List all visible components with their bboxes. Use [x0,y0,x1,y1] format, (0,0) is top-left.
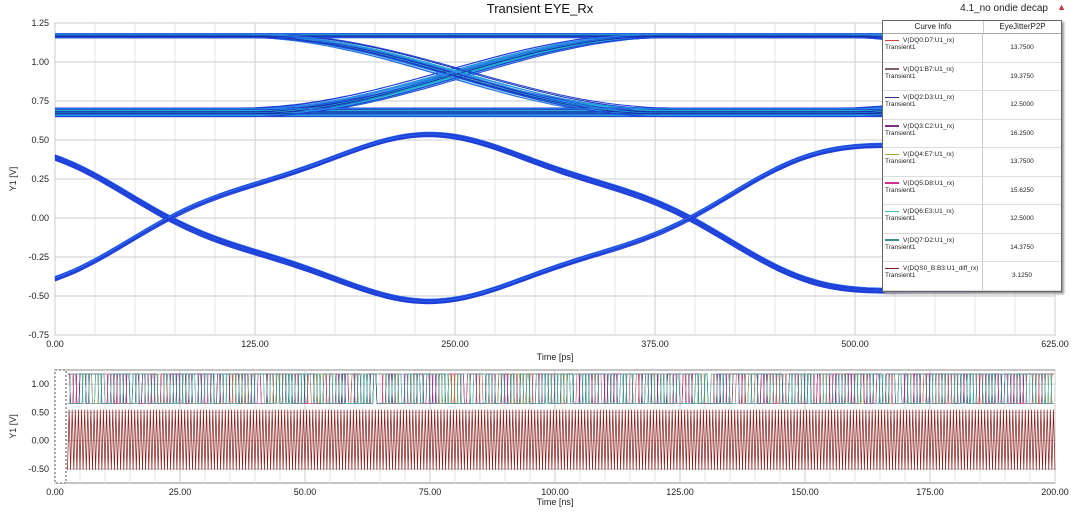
x-tick-label: 150.00 [791,487,819,497]
legend-curve-sub: Transient1 [885,130,915,137]
x-tick-label: 200.00 [1041,487,1069,497]
legend-curve-sub: Transient1 [885,272,915,279]
legend-curve-name: V(DQ4:E7:U1_rx) [903,151,954,158]
y-tick-label: 1.00 [31,57,49,67]
x-tick-label: 0.00 [46,487,64,497]
legend-row[interactable]: V(DQ3:C2:U1_rx) Transient1 16.2500 [883,120,1061,149]
legend-curve-sub: Transient1 [885,244,915,251]
legend-swatch [885,239,899,241]
legend-row[interactable]: V(DQ0:D7:U1_rx) Transient1 13.7500 [883,34,1061,63]
legend-swatch [885,211,899,213]
chart-subtitle: 4.1_no ondie decap [960,3,1048,14]
legend-curve-info: V(DQ3:C2:U1_rx) Transient1 [883,120,983,148]
hatched-region [55,370,66,483]
y-tick-label: 0.75 [31,96,49,106]
legend-jitter-value: 19.3750 [983,63,1061,91]
legend-swatch [885,40,899,42]
x-tick-label: 375.00 [641,339,669,349]
legend-jitter-value: 14.3750 [983,234,1061,262]
legend-curve-sub: Transient1 [885,158,915,165]
legend-table[interactable]: Curve Info EyeJitterP2P V(DQ0:D7:U1_rx) Tr… [882,20,1062,292]
legend-curve-info: V(DQ6:E3:U1_rx) Transient1 [883,205,983,233]
x-tick-label: 25.00 [169,487,192,497]
y-axis-label: Y1 [V] [8,414,18,439]
legend-curve-name: V(DQS0_B:B3:U1_diff_rx) [903,265,978,272]
legend-curve-name: V(DQ0:D7:U1_rx) [903,37,954,44]
x-axis-label: Time [ps] [537,352,574,362]
chart-title: Transient EYE_Rx [0,1,1080,16]
y-tick-label: 0.50 [31,135,49,145]
y-tick-label: 0.50 [31,407,49,417]
y-tick-label: -0.50 [28,464,49,474]
legend-row[interactable]: V(DQ1:B7:U1_rx) Transient1 19.3750 [883,63,1061,92]
y-tick-label: 0.00 [31,213,49,223]
legend-curve-sub: Transient1 [885,44,915,51]
legend-curve-sub: Transient1 [885,215,915,222]
legend-curve-info: V(DQS0_B:B3:U1_diff_rx) Transient1 [883,262,983,290]
legend-curve-name: V(DQ2:D3:U1_rx) [903,94,954,101]
legend-curve-name: V(DQ6:E3:U1_rx) [903,208,954,215]
legend-curve-sub: Transient1 [885,73,915,80]
x-tick-label: 100.00 [541,487,569,497]
x-tick-label: 250.00 [441,339,469,349]
legend-jitter-value: 12.5000 [983,205,1061,233]
legend-curve-info: V(DQ5:D8:U1_rx) Transient1 [883,177,983,205]
legend-row[interactable]: V(DQS0_B:B3:U1_diff_rx) Transient1 3.1250 [883,262,1061,291]
legend-swatch [885,268,899,270]
legend-row[interactable]: V(DQ7:D2:U1_rx) Transient1 14.3750 [883,234,1061,263]
legend-curve-name: V(DQ1:B7:U1_rx) [903,66,954,73]
legend-curve-info: V(DQ2:D3:U1_rx) Transient1 [883,91,983,119]
x-tick-label: 0.00 [46,339,64,349]
triangle-marker-icon[interactable]: ▲ [1057,2,1066,12]
legend-curve-info: V(DQ4:E7:U1_rx) Transient1 [883,148,983,176]
legend-swatch [885,182,899,184]
x-tick-label: 500.00 [841,339,869,349]
y-tick-label: -0.25 [28,252,49,262]
legend-curve-info: V(DQ0:D7:U1_rx) Transient1 [883,34,983,62]
legend-swatch [885,154,899,156]
x-tick-label: 175.00 [916,487,944,497]
x-tick-label: 125.00 [666,487,694,497]
legend-jitter-value: 13.7500 [983,34,1061,62]
legend-jitter-value: 3.1250 [983,262,1061,290]
legend-swatch [885,68,899,70]
y-tick-label: -0.50 [28,291,49,301]
legend-row[interactable]: V(DQ2:D3:U1_rx) Transient1 12.5000 [883,91,1061,120]
legend-col-jitter: EyeJitterP2P [984,21,1061,33]
y-tick-label: -0.75 [28,330,49,340]
legend-curve-info: V(DQ7:D2:U1_rx) Transient1 [883,234,983,262]
legend-jitter-value: 15.6250 [983,177,1061,205]
x-axis-label: Time [ns] [537,497,574,507]
legend-col-curve-info: Curve Info [883,21,984,33]
legend-jitter-value: 16.2500 [983,120,1061,148]
legend-row[interactable]: V(DQ4:E7:U1_rx) Transient1 13.7500 [883,148,1061,177]
legend-jitter-value: 12.5000 [983,91,1061,119]
x-tick-label: 625.00 [1041,339,1069,349]
y-axis-label: Y1 [V] [8,167,18,192]
y-tick-label: 1.25 [31,18,49,28]
legend-jitter-value: 13.7500 [983,148,1061,176]
legend-curve-name: V(DQ3:C2:U1_rx) [903,123,954,130]
x-tick-label: 75.00 [419,487,442,497]
legend-curve-name: V(DQ5:D8:U1_rx) [903,180,954,187]
legend-curve-info: V(DQ1:B7:U1_rx) Transient1 [883,63,983,91]
y-tick-label: 0.25 [31,174,49,184]
legend-curve-sub: Transient1 [885,101,915,108]
legend-curve-sub: Transient1 [885,187,915,194]
legend-row[interactable]: V(DQ6:E3:U1_rx) Transient1 12.5000 [883,205,1061,234]
legend-row[interactable]: V(DQ5:D8:U1_rx) Transient1 15.6250 [883,177,1061,206]
legend-curve-name: V(DQ7:D2:U1_rx) [903,237,954,244]
legend-swatch [885,125,899,127]
legend-swatch [885,97,899,99]
y-tick-label: 1.00 [31,379,49,389]
y-tick-label: 0.00 [31,436,49,446]
eye-plot-window: 0.00 125.00 250.00 375.00 500.00 625.00 1.25 1.… [0,0,1080,515]
x-tick-label: 125.00 [241,339,269,349]
x-tick-label: 50.00 [294,487,317,497]
